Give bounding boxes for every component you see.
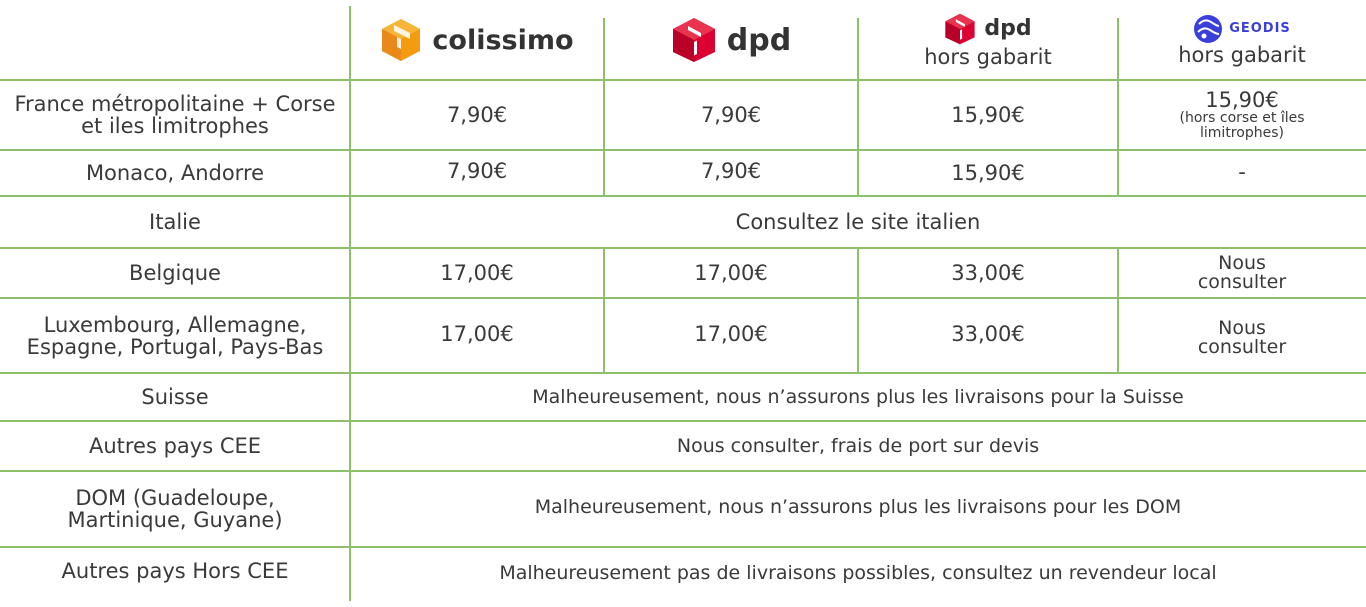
spanning-message: Malheureusement pas de livraisons possib… (499, 562, 1217, 584)
geodis-hors-gabarit-label: hors gabarit (1178, 43, 1306, 67)
column-divider (857, 248, 859, 373)
price-colissimo: 17,00€ (440, 322, 514, 346)
dpd-wordmark: dpd (984, 16, 1032, 41)
row-label: Monaco, Andorre (85, 161, 265, 185)
row-divider (0, 372, 1366, 374)
column-divider (1117, 18, 1119, 196)
price-dpd: 17,00€ (694, 322, 768, 346)
row-divider (0, 546, 1366, 548)
spanning-message: Malheureusement, nous n’assurons plus le… (532, 386, 1184, 408)
price-dpd: 7,90€ (700, 103, 762, 127)
spanning-message: Consultez le site italien (735, 210, 981, 234)
dpd-cube-icon (672, 18, 715, 62)
header-colissimo: colissimo (350, 0, 604, 80)
geodis-note: (hors corse et îles limitrophes) (1179, 110, 1305, 141)
row-label: DOM (Guadeloupe, Martinique, Guyane) (67, 486, 283, 532)
dpd-wordmark: dpd (726, 22, 792, 58)
header-empty (0, 0, 350, 80)
header-geodis-hors-gabarit: GEODIS hors gabarit (1118, 0, 1366, 80)
row-label: Autres pays Hors CEE (61, 559, 289, 583)
column-divider (1117, 248, 1119, 373)
price-colissimo: 7,90€ (446, 103, 508, 127)
row-divider (0, 79, 1366, 81)
price-geodis-hors-gabarit: - (1238, 160, 1246, 184)
geodis-price: 15,90€ (1205, 88, 1279, 112)
price-colissimo: 17,00€ (440, 261, 514, 285)
price-dpd-hors-gabarit: 33,00€ (951, 322, 1025, 346)
row-divider (0, 420, 1366, 422)
row-label: Italie (149, 210, 201, 234)
column-divider (857, 18, 859, 196)
price-dpd: 7,90€ (700, 159, 762, 183)
row-divider (0, 297, 1366, 299)
row-divider (0, 247, 1366, 249)
dpd-hors-gabarit-label: hors gabarit (924, 45, 1052, 69)
colissimo-wordmark: colissimo (432, 24, 574, 56)
price-colissimo: 7,90€ (446, 159, 508, 183)
dpd-cube-icon (945, 13, 975, 45)
price-dpd: 17,00€ (694, 261, 768, 285)
row-label: France métropolitaine + Corse et iles li… (14, 92, 336, 138)
geodis-wordmark: GEODIS (1229, 21, 1291, 36)
column-divider (349, 6, 351, 601)
row-label: Suisse (141, 385, 209, 409)
row-label: Belgique (129, 261, 221, 285)
row-divider (0, 470, 1366, 472)
row-divider (0, 149, 1366, 151)
price-geodis-hors-gabarit: 15,90€ (hors corse et îles limitrophes) (1118, 80, 1366, 150)
spanning-message: Malheureusement, nous n’assurons plus le… (534, 496, 1182, 518)
row-label: Luxembourg, Allemagne, Espagne, Portugal… (26, 312, 324, 359)
column-divider (603, 18, 605, 196)
row-label: Autres pays CEE (88, 434, 262, 458)
row-divider (0, 195, 1366, 197)
price-dpd-hors-gabarit: 33,00€ (951, 261, 1025, 285)
price-geodis-hors-gabarit: Nous consulter (1197, 252, 1287, 293)
header-dpd: dpd (604, 0, 858, 80)
column-divider (603, 248, 605, 373)
price-geodis-hors-gabarit: Nous consulter (1197, 317, 1287, 358)
price-dpd-hors-gabarit: 15,90€ (951, 161, 1025, 185)
geodis-globe-icon (1194, 15, 1223, 43)
spanning-message: Nous consulter, frais de port sur devis (676, 435, 1040, 457)
colissimo-box-icon (382, 19, 421, 61)
header-dpd-hors-gabarit: dpd hors gabarit (858, 0, 1118, 80)
price-dpd-hors-gabarit: 15,90€ (951, 103, 1025, 127)
